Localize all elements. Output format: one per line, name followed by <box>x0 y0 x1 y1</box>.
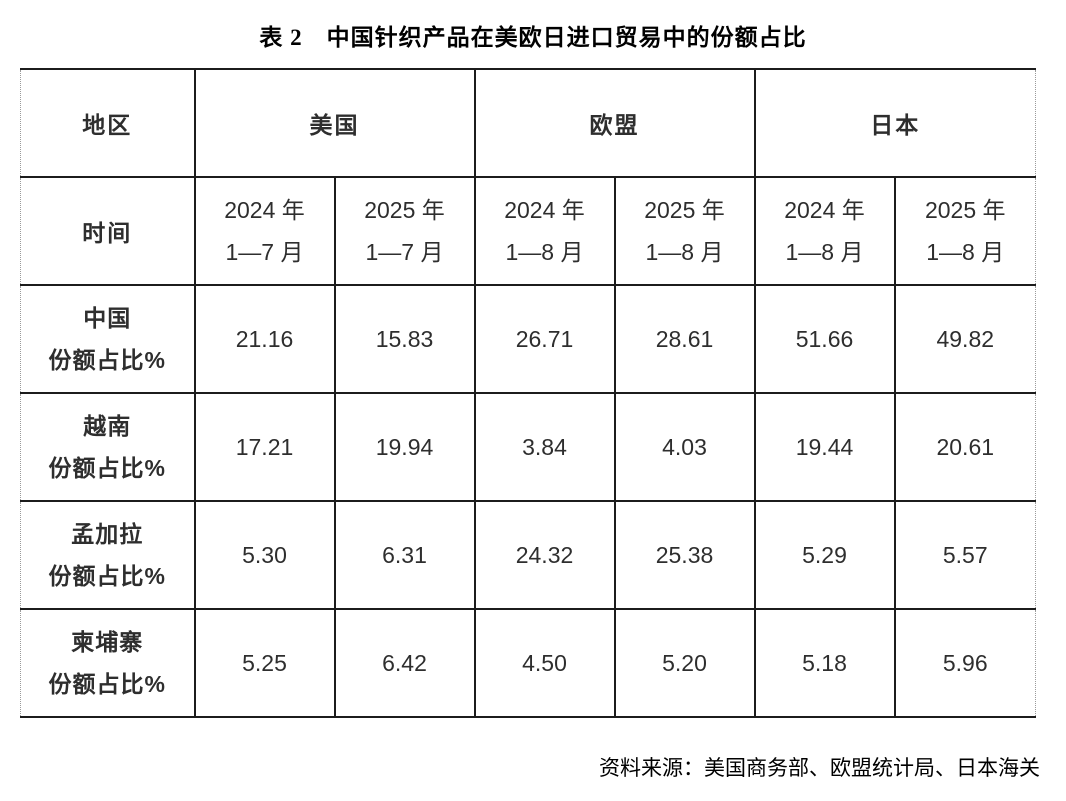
region-eu-cell: 欧盟 <box>473 68 756 178</box>
document-page: 表 2 中国针织产品在美欧日进口贸易中的份额占比 地区 美国 欧盟 日本 时间 … <box>20 25 1040 780</box>
region-usa-cell: 美国 <box>193 68 476 178</box>
region-header-cell: 地区 <box>20 68 196 178</box>
period-year: 2024 年 <box>504 197 585 223</box>
value-cell: 20.61 <box>893 392 1036 502</box>
table-row-cambodia: 柬埔寨 份额占比% 5.25 6.42 4.50 5.20 5.18 5.96 <box>20 608 1036 718</box>
row-label-country: 孟加拉 <box>71 521 144 547</box>
period-year: 2024 年 <box>224 197 305 223</box>
value-cell: 19.94 <box>333 392 476 502</box>
period-year: 2025 年 <box>364 197 445 223</box>
period-cell: 2024 年 1—7 月 <box>193 176 336 286</box>
value-cell: 5.30 <box>193 500 336 610</box>
value-cell: 5.25 <box>193 608 336 718</box>
value-cell: 4.03 <box>613 392 756 502</box>
row-label-metric: 份额占比% <box>48 671 166 697</box>
row-label-vietnam: 越南 份额占比% <box>20 392 196 502</box>
value-cell: 5.96 <box>893 608 1036 718</box>
value-cell: 4.50 <box>473 608 616 718</box>
row-label-cambodia: 柬埔寨 份额占比% <box>20 608 196 718</box>
value-cell: 26.71 <box>473 284 616 394</box>
value-cell: 17.21 <box>193 392 336 502</box>
value-cell: 6.31 <box>333 500 476 610</box>
row-label-metric: 份额占比% <box>48 455 166 481</box>
row-label-metric: 份额占比% <box>48 347 166 373</box>
period-year: 2024 年 <box>784 197 865 223</box>
source-note: 资料来源：美国商务部、欧盟统计局、日本海关 <box>599 756 1040 780</box>
row-label-bangladesh: 孟加拉 份额占比% <box>20 500 196 610</box>
period-months: 1—8 月 <box>926 239 1005 265</box>
value-cell: 6.42 <box>333 608 476 718</box>
table-title: 表 2 中国针织产品在美欧日进口贸易中的份额占比 <box>259 25 807 50</box>
period-cell: 2025 年 1—8 月 <box>893 176 1036 286</box>
period-months: 1—7 月 <box>365 239 444 265</box>
value-cell: 5.57 <box>893 500 1036 610</box>
value-cell: 19.44 <box>753 392 896 502</box>
value-cell: 49.82 <box>893 284 1036 394</box>
value-cell: 5.20 <box>613 608 756 718</box>
region-header-row: 地区 美国 欧盟 日本 <box>20 68 1036 178</box>
period-cell: 2025 年 1—8 月 <box>613 176 756 286</box>
table-row-bangladesh: 孟加拉 份额占比% 5.30 6.31 24.32 25.38 5.29 5.5… <box>20 500 1036 610</box>
row-label-china: 中国 份额占比% <box>20 284 196 394</box>
time-header-row: 时间 2024 年 1—7 月 2025 年 1—7 月 2024 年 1—8 … <box>20 176 1036 286</box>
row-label-country: 中国 <box>83 305 132 331</box>
period-year: 2025 年 <box>644 197 725 223</box>
value-cell: 3.84 <box>473 392 616 502</box>
value-cell: 25.38 <box>613 500 756 610</box>
period-months: 1—7 月 <box>225 239 304 265</box>
time-header-cell: 时间 <box>20 176 196 286</box>
value-cell: 15.83 <box>333 284 476 394</box>
value-cell: 24.32 <box>473 500 616 610</box>
period-cell: 2025 年 1—7 月 <box>333 176 476 286</box>
period-cell: 2024 年 1—8 月 <box>753 176 896 286</box>
period-year: 2025 年 <box>924 197 1006 223</box>
region-japan-cell: 日本 <box>753 68 1036 178</box>
period-months: 1—8 月 <box>645 239 724 265</box>
row-label-metric: 份额占比% <box>48 563 166 589</box>
table-row-vietnam: 越南 份额占比% 17.21 19.94 3.84 4.03 19.44 20.… <box>20 392 1036 502</box>
table-row-china: 中国 份额占比% 21.16 15.83 26.71 28.61 51.66 4… <box>20 284 1036 394</box>
period-months: 1—8 月 <box>505 239 584 265</box>
value-cell: 51.66 <box>753 284 896 394</box>
row-label-country: 越南 <box>83 413 132 439</box>
value-cell: 5.18 <box>753 608 896 718</box>
value-cell: 28.61 <box>613 284 756 394</box>
share-table: 地区 美国 欧盟 日本 时间 2024 年 1—7 月 2025 年 1—7 月… <box>20 68 1036 718</box>
value-cell: 5.29 <box>753 500 896 610</box>
period-months: 1—8 月 <box>785 239 864 265</box>
period-cell: 2024 年 1—8 月 <box>473 176 616 286</box>
row-label-country: 柬埔寨 <box>71 629 144 655</box>
value-cell: 21.16 <box>193 284 336 394</box>
